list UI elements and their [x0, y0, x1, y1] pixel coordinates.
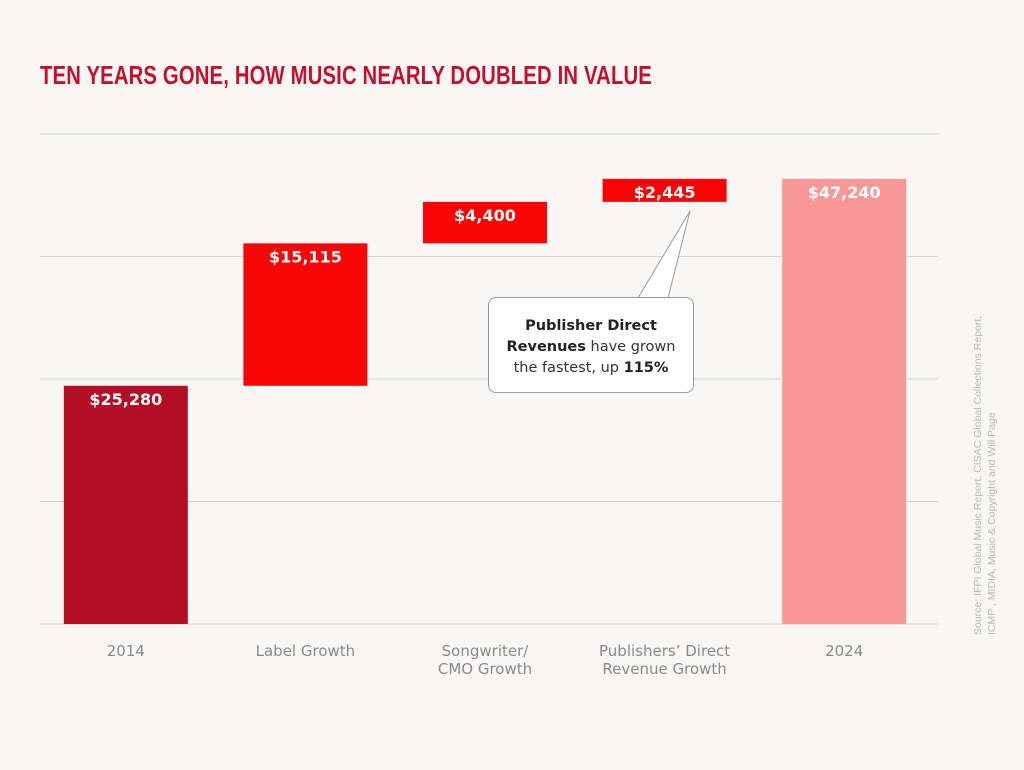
x-tick-label: 2024: [825, 642, 863, 660]
annotation-text-2: have grown: [585, 339, 676, 355]
annotation-bold-3: 115%: [623, 360, 669, 376]
data-label: $15,115: [269, 247, 342, 266]
callout-pointer: [637, 210, 691, 299]
x-tick-label: Label Growth: [256, 642, 356, 660]
annotation-bold-1: Publisher Direct: [525, 318, 657, 334]
annotation-callout: Publisher Direct Revenues have grown the…: [488, 297, 694, 393]
bar-4: [782, 178, 907, 624]
x-tick-label: 2014: [107, 642, 145, 660]
data-label: $25,280: [89, 390, 162, 409]
chart-title: TEN YEARS GONE, HOW MUSIC NEARLY DOUBLED…: [40, 60, 652, 90]
x-tick-label: Songwriter/CMO Growth: [438, 642, 532, 678]
data-label: $47,240: [808, 183, 881, 202]
bar-1: [243, 243, 368, 386]
source-note: Source: IFPI Global Music Report, CISAC …: [972, 315, 998, 635]
annotation-bold-2: Revenues: [506, 339, 586, 355]
data-label: $2,445: [634, 183, 696, 202]
annotation-text-3: the fastest, up: [513, 360, 624, 376]
x-tick-label: Publishers’ Direct Revenue Growth: [599, 642, 730, 678]
bar-2: [423, 201, 547, 244]
bar-3: [602, 178, 727, 202]
bar-0: [63, 385, 188, 624]
data-label: $4,400: [454, 206, 516, 225]
